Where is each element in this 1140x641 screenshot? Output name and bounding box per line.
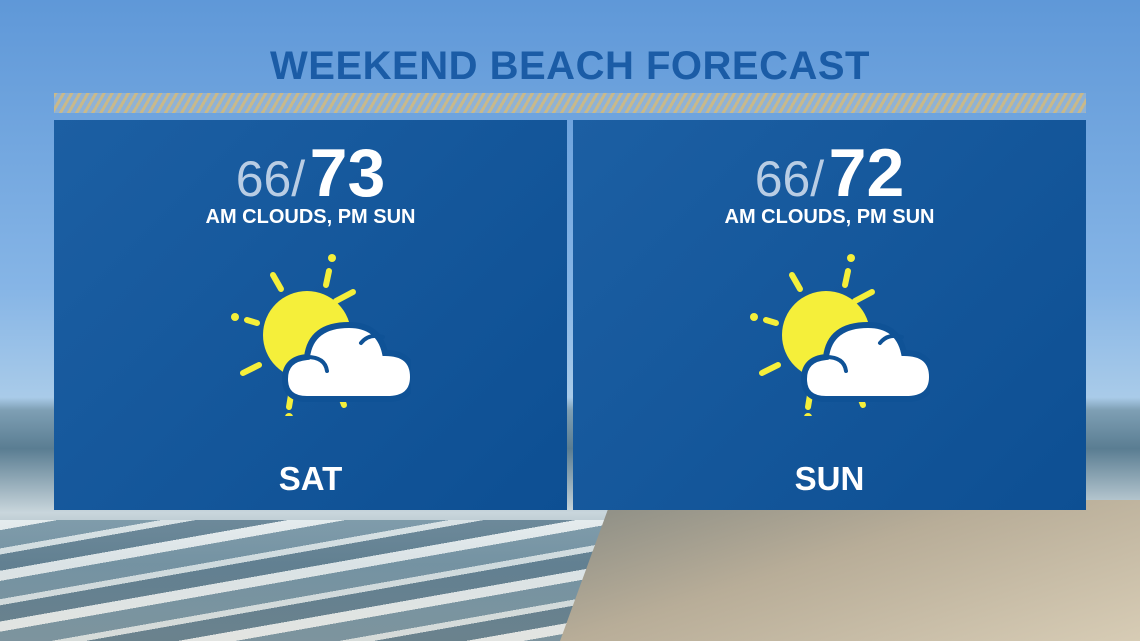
low-temp: 66/ (754, 151, 825, 207)
condition-text: AM CLOUDS, PM SUN (724, 206, 935, 228)
low-temp: 66/ (235, 151, 306, 207)
day-label: SUN (794, 460, 865, 497)
ocean-surf (0, 520, 620, 641)
condition-text: AM CLOUDS, PM SUN (205, 206, 416, 228)
high-temp: 72 (828, 135, 905, 211)
forecast-panel-sat: 66/ 73 AM CLOUDS, PM SUN SAT (54, 120, 567, 510)
stripe-divider (54, 93, 1086, 113)
high-temp: 73 (309, 135, 386, 211)
partly-sunny-icon (230, 254, 411, 416)
partly-sunny-icon (749, 254, 930, 416)
beach-background (560, 500, 1140, 641)
page-title: WEEKEND BEACH FORECAST (270, 44, 870, 88)
forecast-panel-sun: 66/ 72 AM CLOUDS, PM SUN SUN (573, 120, 1086, 510)
day-label: SAT (278, 460, 343, 497)
